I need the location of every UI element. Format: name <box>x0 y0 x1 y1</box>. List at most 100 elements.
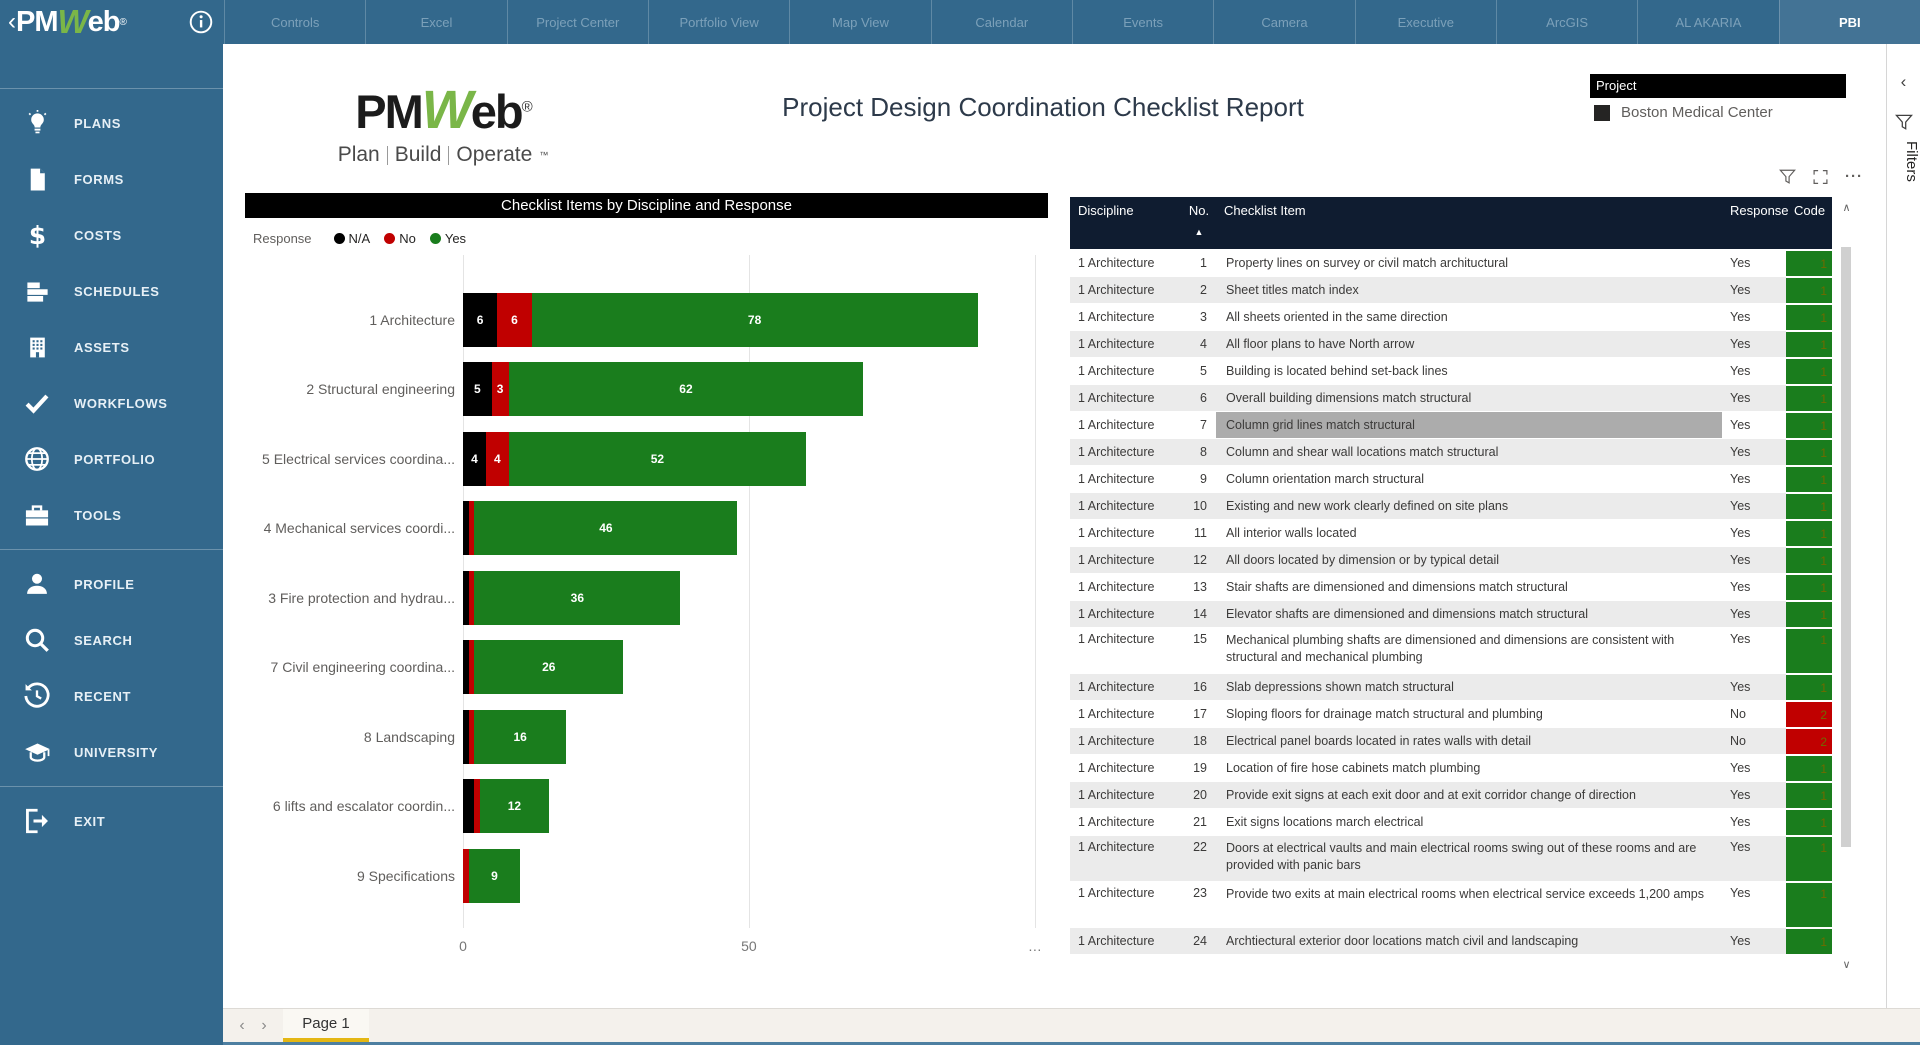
bar-segment-na[interactable] <box>463 570 469 625</box>
sidebar-item-costs[interactable]: $ COSTS <box>0 207 223 263</box>
bar-segment-na[interactable]: 4 <box>463 431 486 486</box>
sidebar-item-profile[interactable]: PROFILE <box>0 556 223 612</box>
bar-segment-no[interactable] <box>468 501 475 556</box>
sidebar-item-forms[interactable]: FORMS <box>0 151 223 207</box>
bar-segment-yes[interactable]: 62 <box>508 362 864 417</box>
bar-segment-no[interactable]: 4 <box>485 431 509 486</box>
bar-segment-na[interactable] <box>463 501 469 556</box>
slicer-item-boston-medical-center[interactable]: Boston Medical Center <box>1590 98 1846 127</box>
table-row[interactable]: 1 Architecture 11 All interior walls locat… <box>1070 519 1832 546</box>
table-row[interactable]: 1 Architecture 16 Slab depressions shown m… <box>1070 673 1832 700</box>
cell-discipline: 1 Architecture <box>1078 632 1155 646</box>
bar-segment-na[interactable] <box>463 709 469 764</box>
previous-page-icon[interactable]: ‹ <box>239 1016 245 1034</box>
table-row[interactable]: 1 Architecture 4 All floor plans to have N… <box>1070 330 1832 357</box>
table-row[interactable]: 1 Architecture 12 All doors located by dim… <box>1070 546 1832 573</box>
nav-tab-calendar[interactable]: Calendar <box>930 0 1072 44</box>
nav-tab-map-view[interactable]: Map View <box>789 0 930 44</box>
expand-filters-chevron-icon[interactable]: ‹ <box>1900 72 1907 91</box>
bar-segment-no[interactable] <box>468 640 475 695</box>
cell-discipline: 1 Architecture <box>1078 391 1155 405</box>
bar-segment-yes[interactable]: 36 <box>474 570 681 625</box>
table-row[interactable]: 1 Architecture 5 Building is located behin… <box>1070 357 1832 384</box>
more-options-icon[interactable]: ··· <box>1845 168 1863 185</box>
nav-tab-events[interactable]: Events <box>1071 0 1213 44</box>
table-row[interactable]: 1 Architecture 20 Provide exit signs at ea… <box>1070 781 1832 808</box>
sidebar-item-tools[interactable]: TOOLS <box>0 487 223 543</box>
column-header-no[interactable]: No. ▲ <box>1182 197 1216 249</box>
table-row[interactable]: 1 Architecture 23 Provide two exits at mai… <box>1070 881 1832 927</box>
legend-entry-yes[interactable]: Yes <box>429 231 466 246</box>
table-row[interactable]: 1 Architecture 1 Property lines on survey … <box>1070 249 1832 276</box>
sidebar-item-recent[interactable]: RECENT <box>0 668 223 724</box>
bar-segment-yes[interactable]: 16 <box>474 709 566 764</box>
table-row[interactable]: 1 Architecture 7 Column grid lines match s… <box>1070 411 1832 438</box>
table-row[interactable]: 1 Architecture 22 Doors at electrical vaul… <box>1070 835 1832 881</box>
info-icon[interactable] <box>178 0 224 44</box>
bar-segment-yes[interactable]: 52 <box>508 431 807 486</box>
table-row[interactable]: 1 Architecture 24 Archtiectural exterior d… <box>1070 927 1832 954</box>
sidebar-item-schedules[interactable]: SCHEDULES <box>0 263 223 319</box>
table-row[interactable]: 1 Architecture 6 Overall building dimensio… <box>1070 384 1832 411</box>
table-row[interactable]: 1 Architecture 14 Elevator shafts are dime… <box>1070 600 1832 627</box>
bar-segment-no[interactable] <box>474 779 481 834</box>
sidebar-item-workflows[interactable]: WORKFLOWS <box>0 375 223 431</box>
scrollbar-thumb[interactable] <box>1841 247 1851 847</box>
bar-segment-na[interactable]: 5 <box>463 362 492 417</box>
table-row[interactable]: 1 Architecture 10 Existing and new work cl… <box>1070 492 1832 519</box>
bar-segment-no[interactable] <box>468 709 475 764</box>
bar-segment-no[interactable] <box>463 848 469 903</box>
nav-tab-portfolio-view[interactable]: Portfolio View <box>647 0 789 44</box>
table-row[interactable]: 1 Architecture 2 Sheet titles match index Y… <box>1070 276 1832 303</box>
table-row[interactable]: 1 Architecture 13 Stair shafts are dimensi… <box>1070 573 1832 600</box>
sidebar-item-university[interactable]: UNIVERSITY <box>0 724 223 780</box>
bar-segment-yes[interactable]: 26 <box>474 640 624 695</box>
scroll-up-icon[interactable]: ∧ <box>1842 202 1851 214</box>
column-header-checklist-item[interactable]: Checklist Item <box>1216 197 1722 249</box>
legend-entry-na[interactable]: N/A <box>333 231 370 246</box>
column-header-response[interactable]: Response <box>1722 197 1789 249</box>
filter-funnel-icon[interactable] <box>1779 169 1796 185</box>
table-row[interactable]: 1 Architecture 18 Electrical panel boards … <box>1070 727 1832 754</box>
bar-segment-yes[interactable]: 12 <box>480 779 549 834</box>
bar-segment-yes[interactable]: 9 <box>468 848 521 903</box>
sidebar-item-assets[interactable]: ASSETS <box>0 319 223 375</box>
sidebar-item-search[interactable]: SEARCH <box>0 612 223 668</box>
bar-segment-yes[interactable]: 46 <box>474 501 738 556</box>
table-row[interactable]: 1 Architecture 21 Exit signs locations mar… <box>1070 808 1832 835</box>
nav-tab-arcgis[interactable]: ArcGIS <box>1495 0 1637 44</box>
table-row[interactable]: 1 Architecture 15 Mechanical plumbing shaf… <box>1070 627 1832 673</box>
column-header-discipline[interactable]: Discipline <box>1070 197 1182 249</box>
sidebar-item-exit[interactable]: EXIT <box>0 793 223 849</box>
bar-segment-no[interactable]: 6 <box>497 292 532 347</box>
bar-segment-no[interactable] <box>468 570 475 625</box>
bar-segment-na[interactable] <box>463 640 469 695</box>
nav-tab-excel[interactable]: Excel <box>365 0 506 44</box>
page-tab-page1[interactable]: Page 1 <box>283 1009 369 1042</box>
sidebar-item-plans[interactable]: PLANS <box>0 95 223 151</box>
column-header-code[interactable]: Code <box>1786 197 1832 249</box>
bar-segment-na[interactable]: 6 <box>463 292 498 347</box>
project-slicer: Project Boston Medical Center <box>1590 74 1846 127</box>
nav-tab-al-akaria[interactable]: AL AKARIA <box>1637 0 1778 44</box>
nav-tab-project-center[interactable]: Project Center <box>506 0 648 44</box>
nav-tab-executive[interactable]: Executive <box>1354 0 1496 44</box>
legend-entry-no[interactable]: No <box>384 231 416 246</box>
nav-tab-camera[interactable]: Camera <box>1213 0 1354 44</box>
nav-tab-pbi[interactable]: PBI <box>1778 0 1920 44</box>
table-row[interactable]: 1 Architecture 19 Location of fire hose ca… <box>1070 754 1832 781</box>
table-row[interactable]: 1 Architecture 9 Column orientation march … <box>1070 465 1832 492</box>
table-row[interactable]: 1 Architecture 8 Column and shear wall loc… <box>1070 438 1832 465</box>
nav-tab-controls[interactable]: Controls <box>224 0 365 44</box>
next-page-icon[interactable]: › <box>261 1016 267 1034</box>
sidebar-item-portfolio[interactable]: PORTFOLIO <box>0 431 223 487</box>
bar-segment-no[interactable]: 3 <box>491 362 509 417</box>
table-row[interactable]: 1 Architecture 17 Sloping floors for drain… <box>1070 700 1832 727</box>
scroll-down-icon[interactable]: ∨ <box>1842 959 1851 971</box>
filters-funnel-icon[interactable] <box>1894 114 1913 131</box>
table-row[interactable]: 1 Architecture 3 All sheets oriented in th… <box>1070 303 1832 330</box>
bar-segment-yes[interactable]: 78 <box>531 292 978 347</box>
focus-mode-icon[interactable] <box>1812 169 1829 185</box>
bar-segment-na[interactable] <box>463 779 475 834</box>
